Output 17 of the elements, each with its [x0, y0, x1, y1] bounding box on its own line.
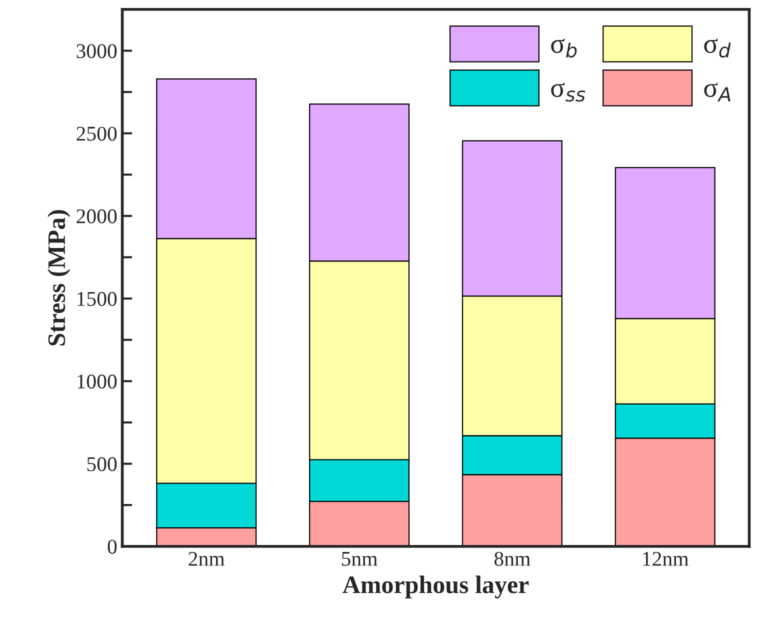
x-tick-label: 12nm — [643, 552, 689, 566]
y-tick-label: 500 — [87, 457, 117, 472]
x-tick-label: 8nm — [494, 552, 530, 566]
x-axis-title: Amorphous layer — [342, 576, 529, 598]
legend-label: σ$_{b}$ — [551, 38, 577, 58]
legend-label: σ$_{A}$ — [704, 82, 730, 102]
y-tick-label: 3000 — [76, 44, 117, 58]
y-tick-label: 0 — [108, 540, 117, 554]
y-axis-title: Stress (MPa) — [48, 210, 70, 346]
y-tick-label: 2000 — [76, 209, 117, 224]
legend-label: σ$_{ss}$ — [551, 82, 586, 102]
x-tick-label: 5nm — [342, 552, 378, 566]
y-tick-label: 2500 — [76, 126, 117, 141]
x-tick-label: 2nm — [188, 552, 225, 566]
y-tick-label: 1500 — [78, 292, 117, 306]
y-tick-label: 1000 — [78, 374, 117, 389]
legend-label: σ$_{d}$ — [704, 38, 731, 58]
